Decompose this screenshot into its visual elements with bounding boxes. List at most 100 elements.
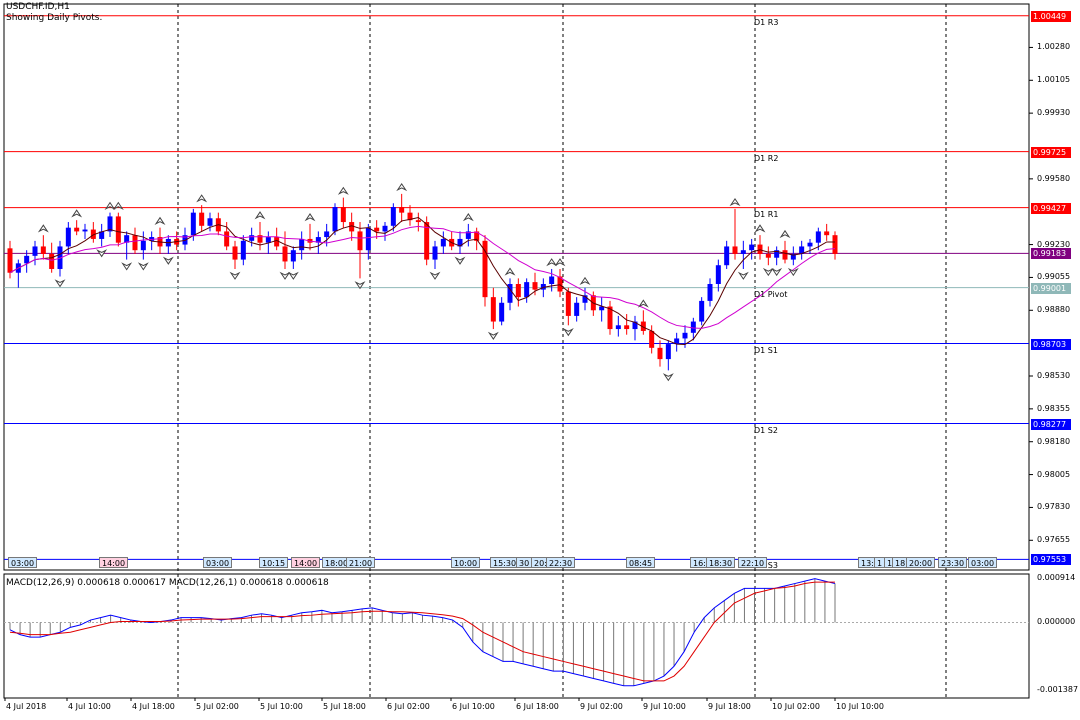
pivot-price-box: 0.99725 (1031, 146, 1071, 158)
candle-body (140, 240, 146, 251)
fractal-up-arrow (37, 224, 49, 233)
candle-body (407, 212, 413, 221)
candle-body (315, 237, 321, 243)
fractal-up-arrow (754, 224, 766, 233)
candle-body (424, 222, 430, 260)
fractal-down-arrow (737, 271, 749, 280)
session-box: 10:15 (259, 557, 289, 568)
candle-body (349, 222, 355, 232)
fractal-up-arrow (546, 258, 558, 267)
candle-body (682, 332, 688, 339)
candle-body (790, 253, 796, 260)
fractal-up-arrow (196, 194, 208, 203)
candle-body (440, 238, 446, 247)
fractal-down-arrow (662, 373, 674, 382)
price-axis-label: 0.98005 (1037, 469, 1071, 479)
candle-body (365, 227, 371, 251)
candle-body (699, 300, 705, 322)
time-axis-label: 4 Jul 2018 (6, 702, 47, 711)
candle-body (74, 227, 80, 232)
candle-body (490, 297, 496, 322)
pivot-price-box: 0.99001 (1031, 282, 1071, 294)
time-axis-label: 4 Jul 10:00 (68, 702, 111, 711)
fractal-up-arrow (779, 229, 791, 239)
candle-body (99, 231, 105, 239)
price-axis-label: 0.99930 (1037, 108, 1071, 118)
candle-body (807, 242, 813, 247)
candle-body (732, 246, 738, 254)
price-axis-label: 0.99580 (1037, 173, 1071, 183)
candle-body (465, 231, 471, 239)
time-axis-label: 9 Jul 02:00 (580, 702, 623, 711)
time-axis-label: 5 Jul 02:00 (196, 702, 239, 711)
subtitle-label: Showing Daily Pivots. (6, 13, 103, 23)
fractal-down-arrow (454, 256, 466, 265)
time-axis-label: 10 Jul 02:00 (772, 702, 820, 711)
fractal-down-arrow (762, 267, 774, 277)
candle-body (482, 240, 488, 298)
pivot-price-box: 0.99427 (1031, 202, 1071, 214)
candle-body (240, 240, 246, 260)
candle-body (715, 265, 721, 284)
candle-body (757, 244, 763, 254)
fractal-down-arrow (771, 267, 783, 277)
fractal-down-arrow (354, 281, 366, 290)
session-box: 03:00 (8, 557, 38, 568)
candle-body (499, 302, 505, 322)
session-box: 08:45 (626, 557, 656, 568)
candle-body (274, 237, 280, 247)
price-axis-label: 0.97830 (1037, 502, 1071, 512)
price-axis-label: 0.98180 (1037, 436, 1071, 446)
candle-body (432, 246, 438, 260)
fractal-down-arrow (787, 267, 799, 277)
candle-body (132, 235, 138, 251)
candle-body (724, 246, 730, 266)
time-axis-label: 6 Jul 02:00 (387, 702, 430, 711)
pivot-price-box: 0.97553 (1031, 554, 1071, 566)
candle-body (249, 235, 255, 241)
fractal-up-arrow (554, 258, 566, 267)
candle-body (799, 246, 805, 254)
candle-body (549, 276, 555, 284)
candle-body (599, 306, 605, 311)
fractal-down-arrow (162, 256, 174, 265)
pivot-label: D1 S2 (754, 425, 778, 435)
fractal-down-arrow (229, 271, 241, 280)
macd-axis-label: -0.001387 (1037, 685, 1079, 694)
candle-body (640, 321, 646, 331)
candle-body (515, 284, 521, 298)
fast-ma-line (9, 216, 835, 345)
session-box: 03:00 (968, 557, 998, 568)
candle-body (115, 216, 121, 243)
candle-body (815, 231, 821, 243)
candle-body (582, 295, 588, 303)
fractal-up-arrow (462, 213, 474, 222)
current-price-box: 0.99183 (1031, 248, 1071, 260)
pivot-price-box: 0.98703 (1031, 338, 1071, 350)
macd-label: MACD(12,26,9) 0.000618 0.000617 MACD(12,… (6, 578, 329, 588)
candle-body (399, 207, 405, 213)
price-axis-label: 1.00280 (1037, 42, 1071, 52)
session-box: 14:00 (291, 557, 321, 568)
candle-body (749, 244, 755, 251)
macd-main-line (9, 578, 836, 687)
fractal-up-arrow (579, 276, 591, 286)
session-box: 15:30 (490, 557, 520, 568)
fractal-down-arrow (54, 279, 66, 288)
candle-body (207, 218, 213, 226)
fractal-up-arrow (71, 209, 83, 218)
macd-frame (3, 573, 1030, 699)
fractal-up-arrow (104, 201, 116, 210)
candle-body (707, 284, 713, 301)
time-axis-label: 10 Jul 10:00 (836, 702, 884, 711)
candle-body (782, 250, 788, 260)
fractal-up-arrow (304, 213, 316, 222)
candle-body (632, 321, 638, 330)
time-axis-label: 4 Jul 18:00 (132, 702, 175, 711)
candle-body (282, 246, 288, 262)
fractal-down-arrow (96, 249, 108, 258)
time-axis-label: 5 Jul 18:00 (323, 702, 366, 711)
candle-body (340, 207, 346, 223)
candle-body (607, 306, 613, 330)
